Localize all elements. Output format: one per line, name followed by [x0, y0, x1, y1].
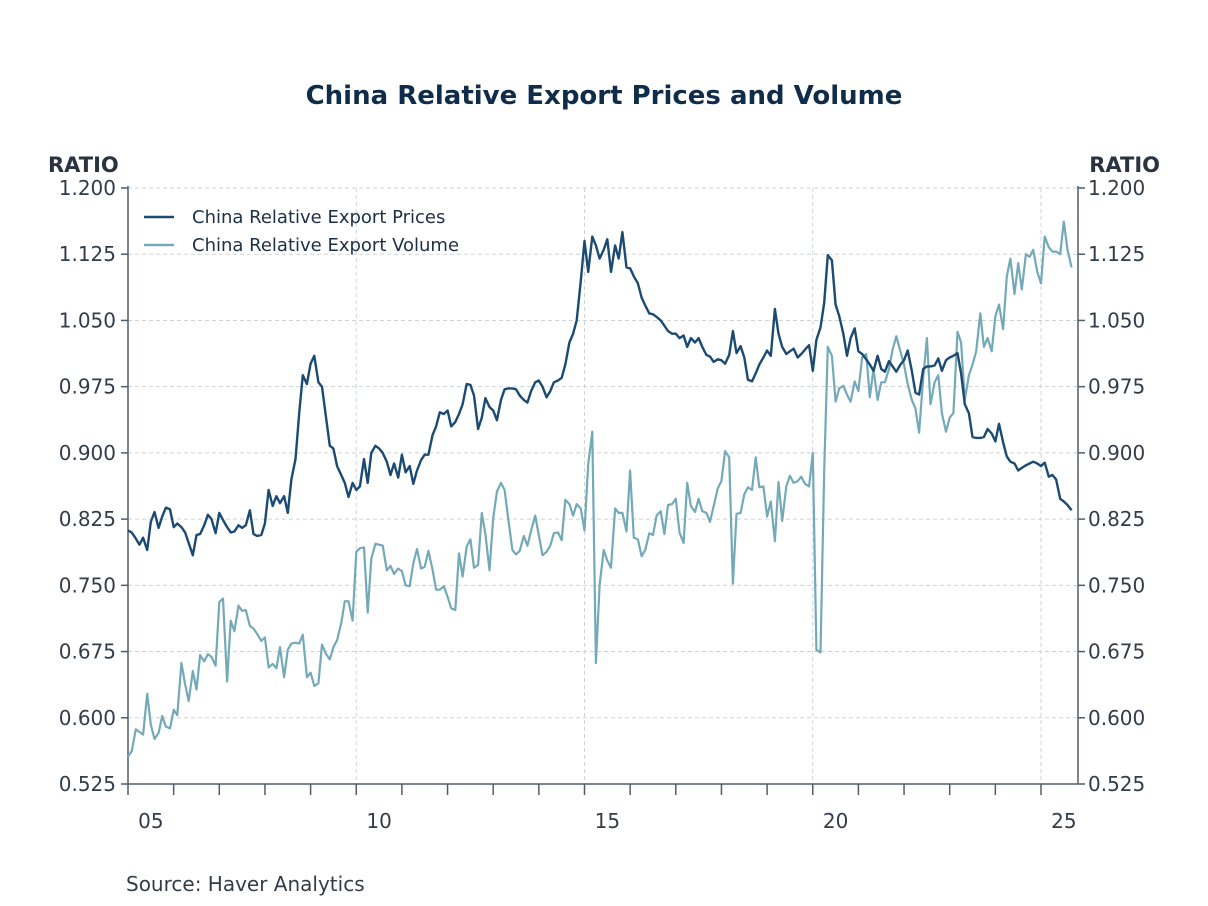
- right-ytick-label: 0.825: [1088, 507, 1145, 531]
- legend: China Relative Export Prices China Relati…: [144, 207, 459, 256]
- right-ytick-label: 0.525: [1088, 772, 1145, 796]
- xtick-label: 20: [823, 809, 848, 833]
- xtick-label: 05: [138, 809, 163, 833]
- right-ytick-label: 0.600: [1088, 706, 1145, 730]
- left-ytick-label: 1.050: [59, 308, 116, 332]
- xtick-label: 25: [1051, 809, 1076, 833]
- chart-title: China Relative Export Prices and Volume: [306, 81, 903, 111]
- right-axis-unit-label: RATIO: [1089, 153, 1160, 177]
- left-ytick-label: 1.125: [59, 242, 116, 266]
- left-ytick-label: 1.200: [59, 176, 116, 200]
- left-ytick-label: 0.825: [59, 507, 116, 531]
- left-ytick-label: 0.975: [59, 375, 116, 399]
- right-ytick-label: 1.200: [1088, 176, 1145, 200]
- right-ytick-label: 0.675: [1088, 640, 1145, 664]
- right-ytick-label: 0.975: [1088, 375, 1145, 399]
- left-ytick-label: 0.900: [59, 441, 116, 465]
- gridlines: [128, 187, 1078, 784]
- left-ytick-label: 0.675: [59, 640, 116, 664]
- left-axis-unit-label: RATIO: [48, 153, 119, 177]
- right-ytick-label: 1.050: [1088, 308, 1145, 332]
- legend-label: China Relative Export Prices: [192, 207, 445, 228]
- series-line-export-volume: [127, 220, 1073, 758]
- legend-label: China Relative Export Volume: [192, 235, 459, 256]
- right-ytick-label: 1.125: [1088, 242, 1145, 266]
- left-ytick-label: 0.750: [59, 573, 116, 597]
- series-lines: [127, 220, 1073, 758]
- right-ytick-label: 0.750: [1088, 573, 1145, 597]
- series-line-export-prices: [127, 230, 1073, 557]
- xtick-label: 10: [366, 809, 391, 833]
- right-ytick-label: 0.900: [1088, 441, 1145, 465]
- xtick-label: 15: [595, 809, 620, 833]
- left-ytick-label: 0.525: [59, 772, 116, 796]
- source-note: Source: Haver Analytics: [126, 872, 365, 896]
- axes: 1.200 1.200 1.125 1.125 1.050 1.050 0.975 0.975…: [59, 176, 1146, 833]
- left-ytick-label: 0.600: [59, 706, 116, 730]
